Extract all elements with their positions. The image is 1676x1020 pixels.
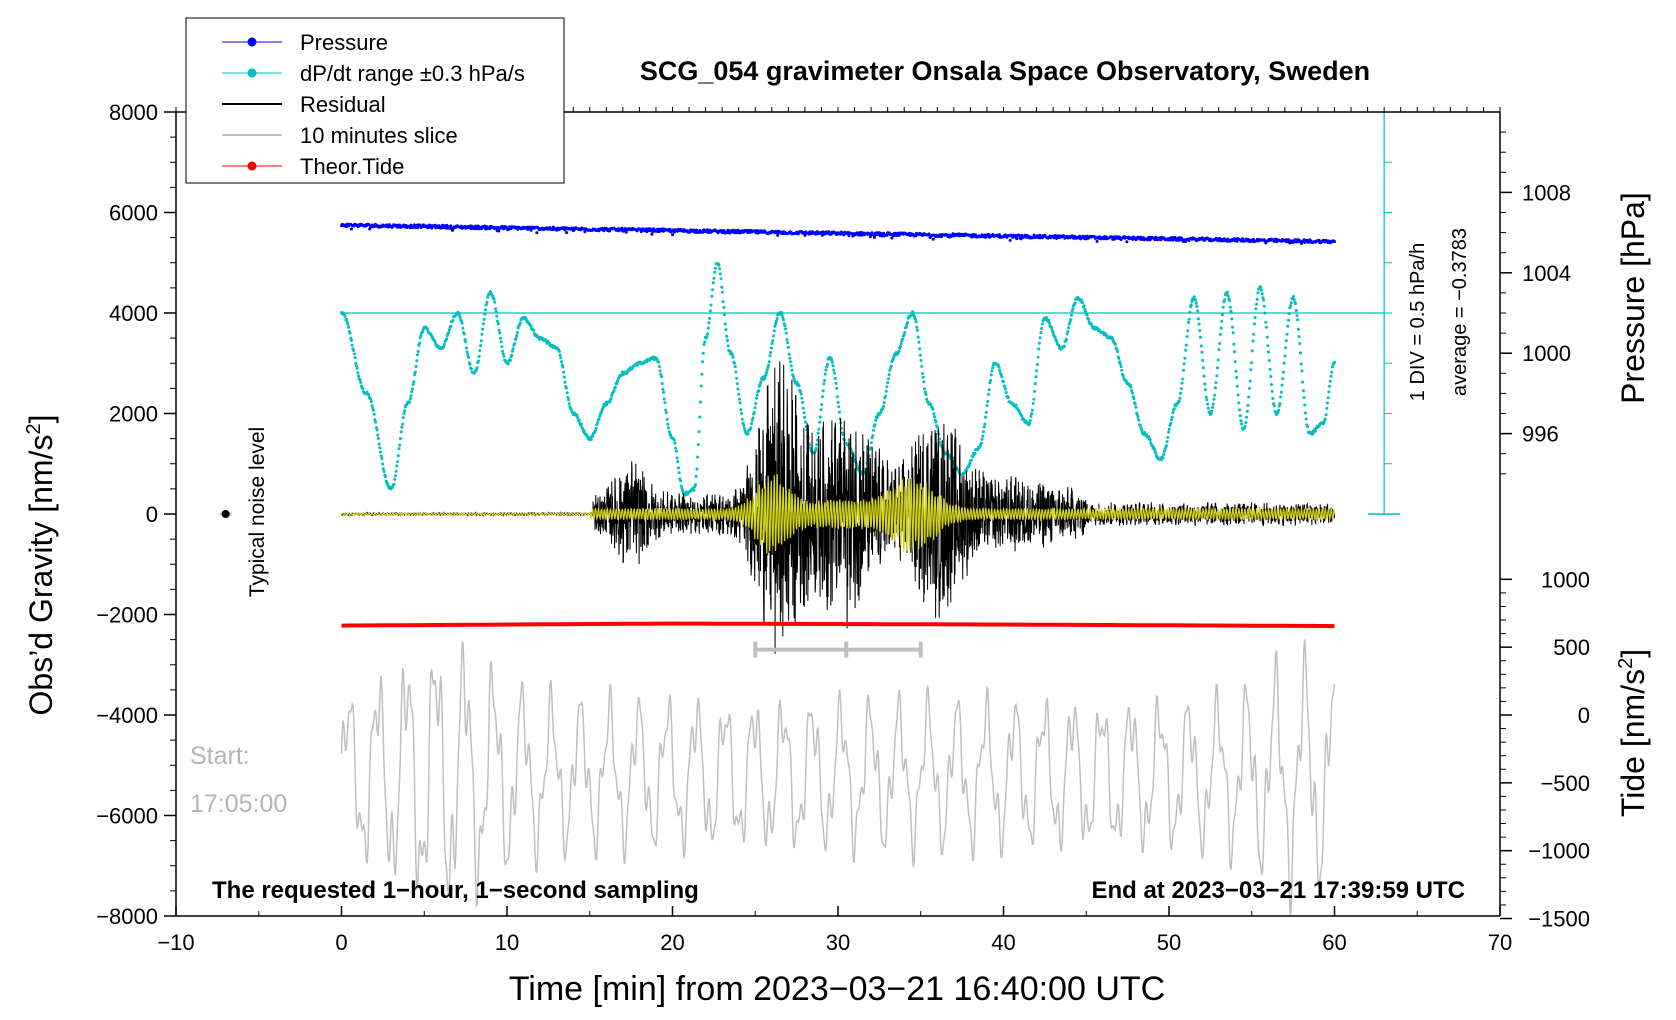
- y-tick-label: −2000: [96, 603, 158, 628]
- tide-tick-label: −1500: [1528, 907, 1590, 932]
- y-axis-label-gravity-tail: ]: [23, 415, 59, 424]
- legend-label: Pressure: [300, 30, 388, 55]
- y-axis-label-gravity: Obs’d Gravity [nm/s2]: [23, 415, 59, 716]
- x-tick-label: 0: [335, 930, 347, 955]
- tide-series: [341, 621, 1335, 629]
- legend-marker: [247, 37, 257, 47]
- legend-marker: [247, 161, 257, 171]
- bottom-left-note: The requested 1−hour, 1−second sampling: [212, 877, 699, 904]
- tide-tick-label: −1000: [1528, 839, 1590, 864]
- y-axis-label-gravity-main: Obs’d Gravity [nm/s: [23, 435, 59, 716]
- div-label: 1 DIV = 0.5 hPa/h: [1407, 243, 1429, 401]
- y-tick-label: −4000: [96, 703, 158, 728]
- tide-trace: [341, 621, 1335, 629]
- x-tick-label: 30: [826, 930, 850, 955]
- noise-dot: [221, 510, 230, 518]
- y-tick-label: 6000: [109, 201, 158, 226]
- x-tick-label: 20: [660, 930, 684, 955]
- x-tick-label: 60: [1322, 930, 1346, 955]
- legend-box: [185, 17, 565, 184]
- tide-tick-label: 0: [1578, 703, 1590, 728]
- x-tick-label: 50: [1157, 930, 1181, 955]
- y-tick-label: 0: [146, 502, 158, 527]
- y-tick-label: 8000: [109, 100, 158, 125]
- slice-marker: [753, 641, 923, 658]
- axes: −10 0 10 20 30 40 50 60 70 8000 6000 4000 2000 0 −2000…: [96, 100, 1590, 955]
- y-tick-label: −6000: [96, 804, 158, 829]
- yellow-trace: [341, 474, 1335, 554]
- bottom-right-note: End at 2023−03−21 17:39:59 UTC: [1091, 877, 1465, 904]
- noise-label: Typical noise level: [246, 427, 269, 597]
- x-axis-label: Time [min] from 2023−03−21 16:40:00 UTC: [509, 970, 1165, 1008]
- legend-label: Theor.Tide: [300, 154, 404, 179]
- legend-marker: [247, 68, 257, 78]
- y-tick-label: 2000: [109, 402, 158, 427]
- ten-minute-slice-series: [340, 639, 1336, 916]
- x-tick-label: 40: [991, 930, 1015, 955]
- pressure-tick-label: 996: [1522, 422, 1559, 447]
- y-axis-label-gravity-sup: 2: [23, 423, 45, 434]
- pressure-tick-label: 1004: [1522, 261, 1571, 286]
- pressure-dots: [340, 222, 1337, 245]
- y-axis-label-tide-tail: ]: [1615, 649, 1651, 658]
- start-label: Start:: [190, 742, 250, 770]
- pressure-series: [340, 222, 1337, 245]
- y-axis-label-pressure: Pressure [hPa]: [1615, 192, 1651, 404]
- yellow-series: [341, 474, 1335, 554]
- legend: Pressure dP/dt range ±0.3 hPa/s Residual 10…: [185, 17, 565, 184]
- y-axis-label-tide-main: Tide [nm/s: [1615, 669, 1651, 817]
- x-tick-label: 70: [1488, 930, 1512, 955]
- tide-tick-label: −500: [1540, 771, 1590, 796]
- pressure-tick-label: 1000: [1522, 341, 1571, 366]
- y-tick-label: −8000: [96, 904, 158, 929]
- noise-marker: [219, 510, 232, 518]
- x-tick-label: 10: [495, 930, 519, 955]
- y-axis-label-tide-sup: 2: [1615, 658, 1637, 669]
- legend-label: 10 minutes slice: [300, 123, 458, 148]
- legend-label: Residual: [300, 92, 386, 117]
- start-time: 17:05:00: [190, 790, 287, 818]
- tide-tick-label: 1000: [1541, 567, 1590, 592]
- y-tick-label: 4000: [109, 301, 158, 326]
- y-axis-label-tide: Tide [nm/s2]: [1615, 649, 1651, 817]
- legend-label: dP/dt range ±0.3 hPa/s: [300, 61, 525, 86]
- chart-title: SCG_054 gravimeter Onsala Space Observat…: [640, 56, 1370, 86]
- slice-trace: [340, 639, 1336, 916]
- tide-tick-label: 500: [1553, 635, 1590, 660]
- x-tick-label: −10: [157, 930, 194, 955]
- average-label: average = −0.3783: [1449, 228, 1471, 396]
- pressure-tick-label: 1008: [1522, 180, 1571, 205]
